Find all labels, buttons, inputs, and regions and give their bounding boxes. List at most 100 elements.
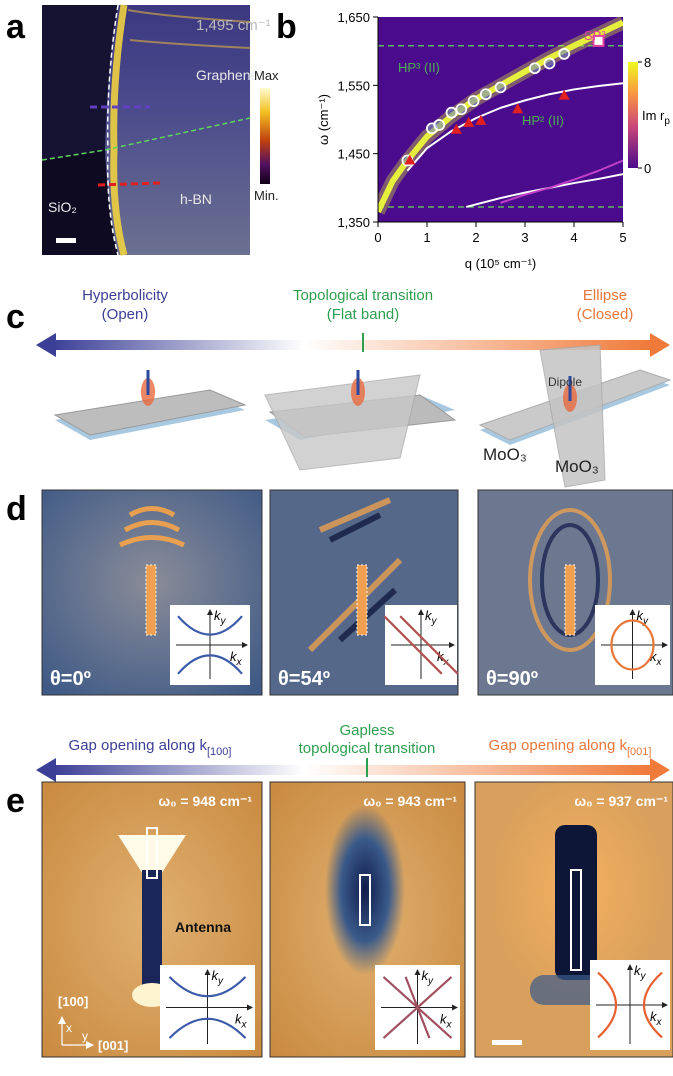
x-tick-label: 2 <box>472 230 479 245</box>
angle-label: θ=90º <box>486 668 538 690</box>
state-line: Gapless <box>339 722 394 739</box>
angle-label: θ=0º <box>50 668 91 690</box>
frequency: 1,495 cm⁻¹ <box>196 17 271 34</box>
panel-c: c Hyperbolicity (Open) Topological transit… <box>6 287 670 487</box>
state-subtitle: (Flat band) <box>327 306 400 323</box>
k-sub: y <box>427 976 434 987</box>
axis-name: x <box>66 1021 72 1035</box>
state-title: Hyperbolicity <box>82 287 168 304</box>
data-point <box>530 63 540 73</box>
state-labels: Gap opening along k[100]Gaplesstopologic… <box>69 722 652 758</box>
dark-region <box>325 805 405 975</box>
frequency: ω₀ = 943 cm⁻¹ <box>363 793 457 809</box>
data-point <box>447 108 457 118</box>
panel-e: e ω₀ = 948 cm⁻¹ ω₀ = 943 cm⁻¹ ω₀ = 937 c… <box>6 770 673 1057</box>
k-space-inset: kykx <box>160 965 255 1050</box>
k-sub: y <box>431 616 438 627</box>
data-point <box>456 104 466 114</box>
material-label: MoO₃ <box>483 445 527 464</box>
state-text: Gap opening along k <box>69 737 208 754</box>
panel-label: b <box>276 8 297 46</box>
y-tick-label: 1,550 <box>337 78 370 93</box>
state-labels: Hyperbolicity (Open) Topological transitio… <box>82 287 633 323</box>
x-axis-label: q (10⁵ cm⁻¹) <box>465 256 536 271</box>
material-label: MoO₃ <box>555 457 599 476</box>
data-point <box>434 120 444 130</box>
k-sub: y <box>217 976 224 987</box>
x-tick-label: 4 <box>570 230 577 245</box>
state-sub: [001] <box>627 746 651 758</box>
state-subtitle: (Closed) <box>577 306 634 323</box>
colorbar-tick-label: 0 <box>644 161 651 176</box>
colorbar-max: Max <box>254 68 279 83</box>
panel-label: c <box>6 298 25 336</box>
x-tick-label: 0 <box>374 230 381 245</box>
x-tick-label: 3 <box>521 230 528 245</box>
scale-bar <box>56 238 76 243</box>
state-sub: [100] <box>207 746 231 758</box>
state-label: Gap opening along k[001] <box>489 737 652 758</box>
x-tick-label: 1 <box>423 230 430 245</box>
panel-d: d θ=0º θ=54º θ=90º Gap opening along k[1… <box>6 490 673 782</box>
colorbar-label-sub: p <box>664 116 670 127</box>
k-sub: x <box>446 1020 453 1031</box>
figure: a 1,495 cm⁻¹ Graphene SiO₂ h-BN Max Min.… <box>0 0 673 1076</box>
colorbar-label-text: Im r <box>642 108 665 123</box>
region-label: h-BN <box>180 191 212 207</box>
state-line: topological transition <box>299 740 436 757</box>
colorbar-min: Min. <box>254 188 279 203</box>
data-point <box>481 89 491 99</box>
axis-direction: [001] <box>98 1038 128 1053</box>
annotation: SP³ <box>584 28 606 43</box>
panel-label: a <box>6 8 26 46</box>
state-subtitle: (Open) <box>102 306 149 323</box>
data-point <box>469 96 479 106</box>
state-text: Gap opening along k <box>489 737 628 754</box>
region-label: Graphene <box>196 67 258 83</box>
k-sub: x <box>236 657 243 668</box>
axis-direction: [100] <box>58 994 88 1009</box>
k-sub: x <box>656 657 663 668</box>
panel-a: a 1,495 cm⁻¹ Graphene SiO₂ h-BN Max Min. <box>6 5 279 255</box>
region-label: SiO₂ <box>48 199 77 215</box>
k-space-inset: kykx <box>384 605 458 685</box>
annotation: HP³ (II) <box>398 60 440 75</box>
antenna-label: Antenna <box>175 919 231 935</box>
data-point <box>559 49 569 59</box>
axis-name: y <box>82 1029 88 1043</box>
k-sub: y <box>220 616 227 627</box>
frequency: ω₀ = 937 cm⁻¹ <box>574 793 668 809</box>
colorbar <box>628 62 638 168</box>
plot-background <box>378 17 623 222</box>
scale-bar <box>492 1040 522 1045</box>
dipole-label: Dipole <box>548 375 582 389</box>
dark-streak <box>142 870 162 990</box>
panel-b: b SP³ HP³ (II) HP² (II) 1,350 1,450 1,550 1,65… <box>276 8 670 271</box>
y-tick-label: 1,350 <box>337 215 370 230</box>
state-label: Gap opening along k[100] <box>69 737 232 758</box>
annotation: HP² (II) <box>522 113 564 128</box>
slab <box>265 375 420 470</box>
state-title: Ellipse <box>583 287 627 304</box>
frequency: ω₀ = 948 cm⁻¹ <box>158 793 252 809</box>
k-space-inset: kykx <box>375 965 460 1050</box>
arrow-head <box>650 758 670 782</box>
panel-label: e <box>6 782 25 820</box>
y-tick-label: 1,650 <box>337 10 370 25</box>
k-sub: y <box>640 971 647 982</box>
colorbar-tick-label: 8 <box>644 55 651 70</box>
dark-region <box>555 825 597 980</box>
data-point <box>496 82 506 92</box>
arrow-head <box>650 333 670 357</box>
y-tick-label: 1,450 <box>337 147 370 162</box>
arrow-head <box>36 758 56 782</box>
arrow-head <box>36 333 56 357</box>
state-title: Topological transition <box>293 287 433 304</box>
data-point <box>545 58 555 68</box>
panel-label: d <box>6 490 27 528</box>
k-sub: x <box>656 1017 663 1028</box>
colorbar <box>260 88 270 184</box>
